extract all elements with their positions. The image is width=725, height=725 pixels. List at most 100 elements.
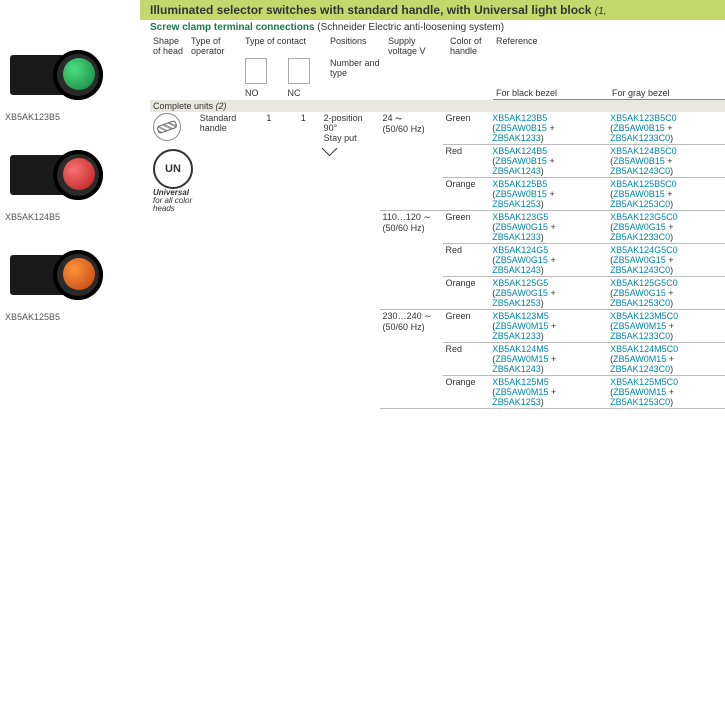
color-cell: Orange — [443, 376, 490, 409]
reference-link[interactable]: ZB5AW0M15 — [613, 387, 666, 397]
reference-link[interactable]: ZB5AK1243 — [492, 166, 541, 176]
reference-link[interactable]: XB5AK124B5 — [492, 146, 547, 156]
reference-link[interactable]: ZB5AW0B15 — [613, 156, 665, 166]
gray-bezel-cell: XB5AK123B5C0(ZB5AW0B15 +ZB5AK1233C0) — [607, 112, 725, 145]
col-shape: Shape of head — [150, 35, 188, 57]
reference-link[interactable]: ZB5AK1233C0 — [610, 133, 670, 143]
voltage-cell: 230…240 ∼(50/60 Hz) — [380, 310, 443, 409]
reference-link[interactable]: ZB5AK1253 — [492, 397, 541, 407]
black-bezel-cell: XB5AK125G5(ZB5AW0G15 +ZB5AK1253) — [489, 277, 607, 310]
reference-link[interactable]: ZB5AW0G15 — [495, 288, 548, 298]
section-header: Complete units (2) — [150, 100, 725, 113]
positions-cell: 2-position90°Stay put — [321, 112, 380, 409]
product-image — [5, 140, 133, 210]
reference-link[interactable]: ZB5AW0G15 — [613, 222, 666, 232]
black-bezel-cell: XB5AK123B5(ZB5AW0B15 +ZB5AK1233) — [489, 112, 607, 145]
color-cell: Red — [443, 145, 490, 178]
reference-link[interactable]: XB5AK123G5C0 — [610, 212, 678, 222]
reference-link[interactable]: XB5AK123B5C0 — [610, 113, 677, 123]
reference-link[interactable]: ZB5AW0M15 — [495, 354, 548, 364]
col-reference: Reference — [493, 35, 725, 57]
reference-link[interactable]: ZB5AK1243C0 — [610, 265, 670, 275]
reference-link[interactable]: XB5AK125B5C0 — [610, 179, 677, 189]
reference-link[interactable]: ZB5AW0B15 — [613, 123, 665, 133]
reference-link[interactable]: ZB5AK1253C0 — [610, 397, 670, 407]
contact-nc-icon — [288, 58, 310, 84]
subtitle: Screw clamp terminal connections (Schnei… — [150, 20, 725, 35]
section-note: (2) — [216, 101, 227, 111]
black-bezel-cell: XB5AK124M5(ZB5AW0M15 +ZB5AK1243) — [489, 343, 607, 376]
reference-link[interactable]: ZB5AK1233 — [492, 232, 541, 242]
reference-link[interactable]: ZB5AW0B15 — [495, 156, 547, 166]
reference-link[interactable]: ZB5AW0G15 — [495, 255, 548, 265]
universal-label: Universalfor all color heads — [153, 189, 194, 213]
reference-link[interactable]: ZB5AK1253C0 — [610, 199, 670, 209]
black-bezel-cell: XB5AK124B5(ZB5AW0B15 +ZB5AK1243) — [489, 145, 607, 178]
color-cell: Red — [443, 244, 490, 277]
no-label: NO — [242, 87, 285, 100]
product-image — [5, 240, 133, 310]
header-table: Shape of head Type of operator Type of c… — [150, 35, 725, 112]
gray-bezel-cell: XB5AK123M5C0(ZB5AW0M15 +ZB5AK1233C0) — [607, 310, 725, 343]
reference-link[interactable]: XB5AK125G5 — [492, 278, 548, 288]
nc-label: NC — [285, 87, 328, 100]
reference-link[interactable]: ZB5AW0G15 — [613, 288, 666, 298]
reference-link[interactable]: XB5AK123M5 — [492, 311, 549, 321]
reference-link[interactable]: XB5AK123M5C0 — [610, 311, 678, 321]
black-bezel-cell: XB5AK124G5(ZB5AW0G15 +ZB5AK1243) — [489, 244, 607, 277]
reference-link[interactable]: ZB5AK1233 — [492, 331, 541, 341]
reference-link[interactable]: XB5AK123G5 — [492, 212, 548, 222]
reference-link[interactable]: ZB5AK1253 — [492, 199, 541, 209]
reference-link[interactable]: ZB5AK1233 — [492, 133, 541, 143]
reference-link[interactable]: ZB5AW0B15 — [613, 189, 665, 199]
product-image — [5, 40, 133, 110]
reference-link[interactable]: ZB5AW0M15 — [613, 321, 666, 331]
reference-link[interactable]: ZB5AW0M15 — [613, 354, 666, 364]
color-cell: Green — [443, 112, 490, 145]
color-cell: Green — [443, 310, 490, 343]
reference-link[interactable]: ZB5AK1253C0 — [610, 298, 670, 308]
product-images-column: XB5AK123B5XB5AK124B5XB5AK125B5 — [0, 35, 150, 409]
reference-link[interactable]: XB5AK125G5C0 — [610, 278, 678, 288]
reference-link[interactable]: XB5AK124M5 — [492, 344, 549, 354]
reference-link[interactable]: ZB5AK1253 — [492, 298, 541, 308]
black-bezel-cell: XB5AK125B5(ZB5AW0B15 +ZB5AK1253) — [489, 178, 607, 211]
reference-link[interactable]: XB5AK123B5 — [492, 113, 547, 123]
reference-link[interactable]: XB5AK124B5C0 — [610, 146, 677, 156]
col-operator: Type of operator — [188, 35, 242, 57]
voltage-cell: 110…120 ∼(50/60 Hz) — [380, 211, 443, 310]
reference-link[interactable]: XB5AK125B5 — [492, 179, 547, 189]
reference-link[interactable]: ZB5AW0B15 — [495, 123, 547, 133]
reference-link[interactable]: ZB5AW0B15 — [495, 189, 547, 199]
gray-bezel-hdr: For gray bezel — [609, 87, 725, 100]
reference-link[interactable]: ZB5AW0M15 — [495, 387, 548, 397]
black-bezel-cell: XB5AK123M5(ZB5AW0M15 +ZB5AK1233) — [489, 310, 607, 343]
reference-link[interactable]: ZB5AK1243 — [492, 265, 541, 275]
col-contact-sub: Number and type — [327, 57, 385, 87]
data-table: UNUniversalfor all color headsStandard h… — [150, 112, 725, 409]
reference-link[interactable]: XB5AK124G5C0 — [610, 245, 678, 255]
color-cell: Orange — [443, 178, 490, 211]
gray-bezel-cell: XB5AK123G5C0(ZB5AW0G15 +ZB5AK1233C0) — [607, 211, 725, 244]
col-positions: Positions — [327, 35, 385, 57]
reference-link[interactable]: ZB5AW0M15 — [495, 321, 548, 331]
title-main: Illuminated selector switches with stand… — [150, 3, 591, 17]
col-contact: Type of contact — [242, 35, 327, 57]
reference-link[interactable]: XB5AK125M5 — [492, 377, 549, 387]
col-color: Color of handle — [447, 35, 493, 57]
reference-link[interactable]: ZB5AK1243 — [492, 364, 541, 374]
reference-link[interactable]: ZB5AW0G15 — [613, 255, 666, 265]
reference-link[interactable]: ZB5AK1243C0 — [610, 364, 670, 374]
chevron-down-icon — [324, 143, 338, 151]
reference-link[interactable]: ZB5AK1233C0 — [610, 232, 670, 242]
color-cell: Green — [443, 211, 490, 244]
universal-badge: UN — [153, 149, 193, 189]
reference-link[interactable]: ZB5AK1243C0 — [610, 166, 670, 176]
reference-link[interactable]: XB5AK124G5 — [492, 245, 548, 255]
reference-link[interactable]: ZB5AK1233C0 — [610, 331, 670, 341]
reference-link[interactable]: XB5AK124M5C0 — [610, 344, 678, 354]
color-cell: Red — [443, 343, 490, 376]
col-voltage: Supply voltage V — [385, 35, 447, 57]
reference-link[interactable]: XB5AK125M5C0 — [610, 377, 678, 387]
reference-link[interactable]: ZB5AW0G15 — [495, 222, 548, 232]
